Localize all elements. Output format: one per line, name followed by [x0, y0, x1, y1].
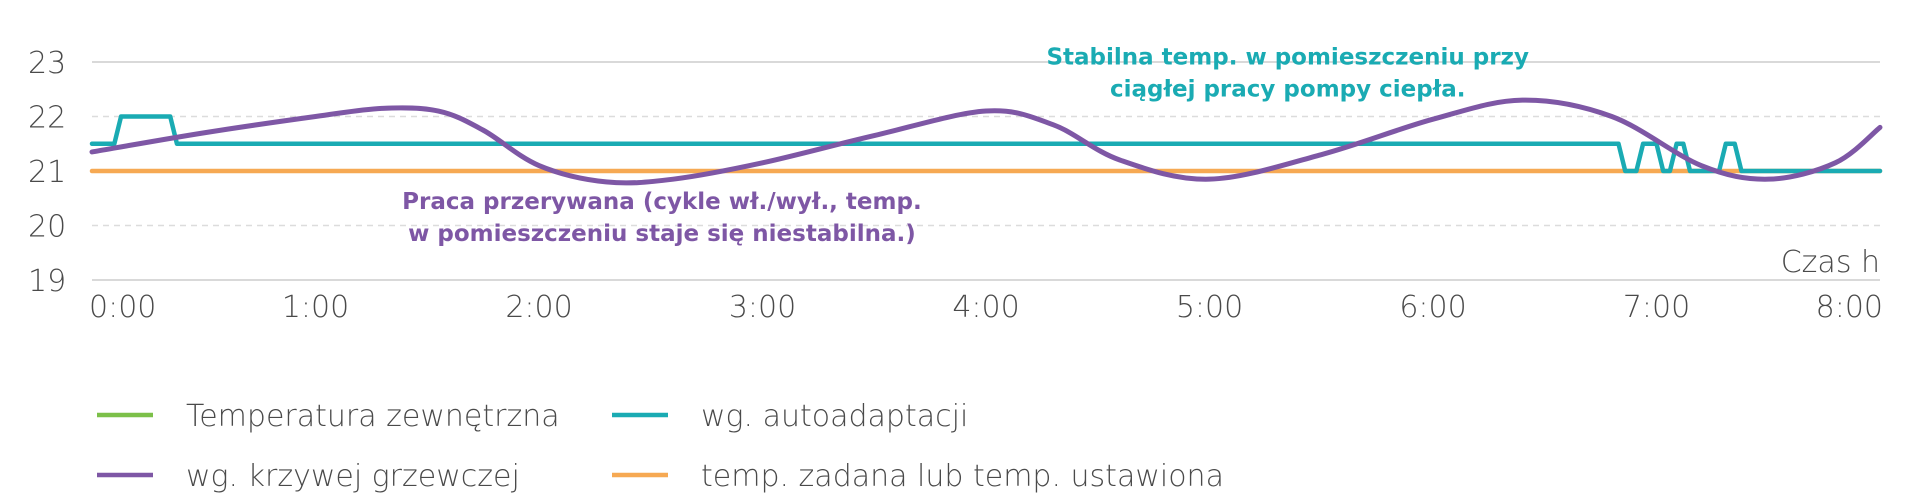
- x-tick-label: 7:00: [1623, 290, 1690, 325]
- y-tick-label: 23: [28, 46, 66, 81]
- annotation-text: Praca przerywana (cykle wł./wył., temp.: [402, 189, 922, 215]
- y-tick-label: 20: [28, 210, 66, 245]
- legend-label: Temperatura zewnętrzna: [186, 399, 560, 434]
- legend-label: temp. zadana lub temp. ustawiona: [701, 459, 1224, 494]
- x-tick-label: 5:00: [1176, 290, 1243, 325]
- y-tick-label: 21: [28, 155, 66, 190]
- x-tick-label: 4:00: [952, 290, 1019, 325]
- x-tick-label: 1:00: [282, 290, 349, 325]
- x-tick-label: 8:00: [1816, 290, 1883, 325]
- series-line-2: [89, 97, 1883, 186]
- annotations: Stabilna temp. w pomieszczeniu przy ciągł…: [402, 45, 1529, 247]
- series-line-1: [89, 114, 1883, 174]
- series: [89, 97, 1883, 186]
- x-axis-label: Czas h: [1781, 245, 1880, 280]
- y-axis-ticks: 19 20 21 22 23: [28, 46, 66, 299]
- x-tick-label: 6:00: [1399, 290, 1466, 325]
- annotation-text: w pomieszczeniu staje się niestabilna.): [408, 221, 916, 247]
- annotation-text: Stabilna temp. w pomieszczeniu przy: [1046, 45, 1528, 71]
- y-tick-label: 19: [28, 264, 66, 299]
- y-tick-label: 22: [28, 101, 66, 136]
- x-tick-label: 3:00: [729, 290, 796, 325]
- x-axis-ticks: 0:00 1:00 2:00 3:00 4:00 5:00 6:00 7:00 8:00: [89, 290, 1883, 325]
- legend: Temperatura zewnętrzna wg. autoadaptacji w…: [97, 399, 1224, 494]
- legend-label: wg. krzywej grzewczej: [186, 459, 520, 494]
- annotation-text: ciągłej pracy pompy ciepła.: [1110, 77, 1466, 103]
- x-tick-label: 0:00: [89, 290, 156, 325]
- legend-label: wg. autoadaptacji: [701, 399, 968, 434]
- x-tick-label: 2:00: [505, 290, 572, 325]
